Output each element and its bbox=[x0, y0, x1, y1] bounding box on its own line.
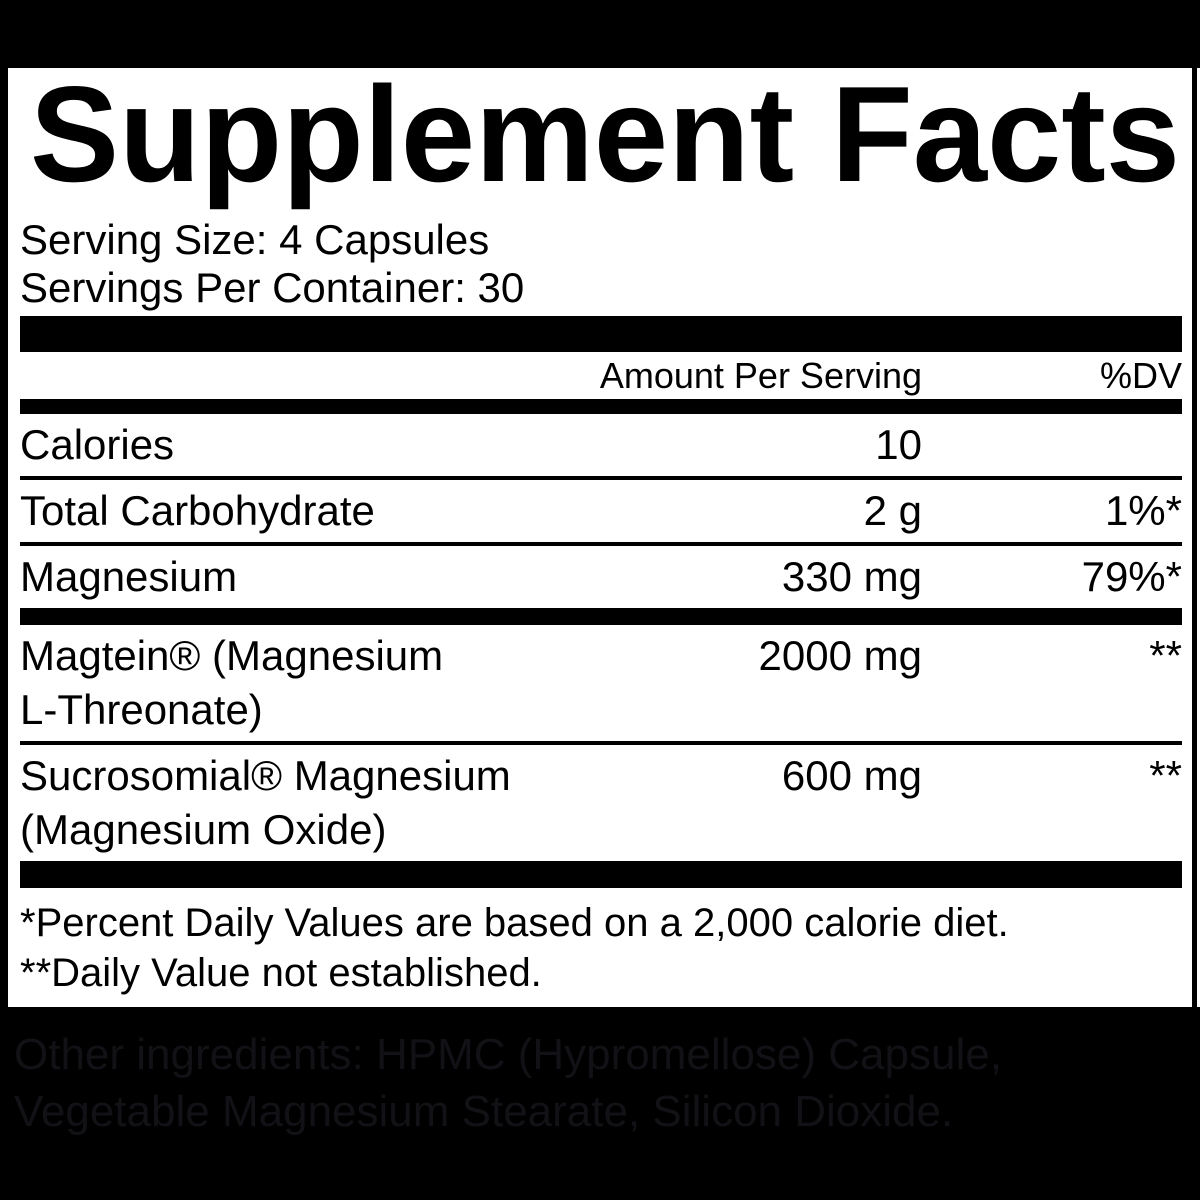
panel-title: Supplement Facts bbox=[30, 76, 1180, 210]
nutrient-amount: 2 g bbox=[863, 487, 922, 534]
nutrient-name: Magtein® (Magnesium L-Threonate) bbox=[20, 632, 444, 733]
nutrient-amount: 2000 mg bbox=[758, 632, 922, 679]
table-row-magnesium: Magnesium 330 mg 79%* bbox=[20, 546, 1182, 608]
nutrient-name: Magnesium bbox=[20, 553, 238, 600]
other-ingredients: Other ingredients: HPMC (Hypromellose) C… bbox=[14, 1026, 1164, 1140]
table-row-sucrosomial-magnesium: Sucrosomial® Magnesium (Magnesium Oxide)… bbox=[20, 745, 1182, 861]
table-row-total-carbohydrate: Total Carbohydrate 2 g 1%* bbox=[20, 480, 1182, 542]
divider-bar-thick bbox=[20, 316, 1182, 352]
nutrient-dv: ** bbox=[1149, 752, 1182, 799]
nutrient-dv: 1%* bbox=[1104, 487, 1182, 534]
right-edge-sliver bbox=[1197, 68, 1200, 1007]
nutrient-name: Calories bbox=[20, 421, 175, 468]
divider-bar-footnote bbox=[20, 861, 1182, 888]
nutrient-dv: ** bbox=[1149, 632, 1182, 679]
footnote-percent-dv: *Percent Daily Values are based on a 2,0… bbox=[20, 901, 1009, 945]
nutrient-amount: 10 bbox=[875, 421, 922, 468]
divider-bar-medium bbox=[20, 399, 1182, 414]
row-separator bbox=[20, 476, 1182, 480]
other-ingredients-line2: Vegetable Magnesium Stearate, Silicon Di… bbox=[14, 1087, 954, 1136]
other-ingredients-line1: Other ingredients: HPMC (Hypromellose) C… bbox=[14, 1030, 1002, 1079]
row-separator bbox=[20, 542, 1182, 546]
nutrient-name: Sucrosomial® Magnesium (Magnesium Oxide) bbox=[20, 752, 511, 853]
table-row-calories: Calories 10 bbox=[20, 414, 1182, 476]
servings-per-container: Servings Per Container: 30 bbox=[20, 264, 525, 311]
facts-header-row: Amount Per Serving %DV bbox=[20, 352, 1182, 399]
nutrient-amount: 330 mg bbox=[781, 553, 922, 600]
panel-title-graphic: Supplement Facts bbox=[30, 76, 1180, 210]
table-row-magtein: Magtein® (Magnesium L-Threonate) 2000 mg… bbox=[20, 625, 1182, 741]
divider-bar-medium bbox=[20, 608, 1182, 625]
header-amount-per-serving: Amount Per Serving bbox=[599, 355, 922, 396]
footnote-dv-not-established: **Daily Value not established. bbox=[20, 951, 542, 995]
serving-size: Serving Size: 4 Capsules bbox=[20, 216, 490, 263]
nutrient-amount: 600 mg bbox=[781, 752, 922, 799]
nutrient-name: Total Carbohydrate bbox=[20, 487, 375, 534]
header-percent-dv: %DV bbox=[1099, 355, 1182, 396]
footnotes: *Percent Daily Values are based on a 2,0… bbox=[20, 888, 1182, 998]
supplement-facts-panel: Supplement Facts Serving Size: 4 Capsule… bbox=[8, 68, 1192, 1007]
row-separator bbox=[20, 741, 1182, 745]
nutrient-dv: 79%* bbox=[1081, 553, 1182, 600]
